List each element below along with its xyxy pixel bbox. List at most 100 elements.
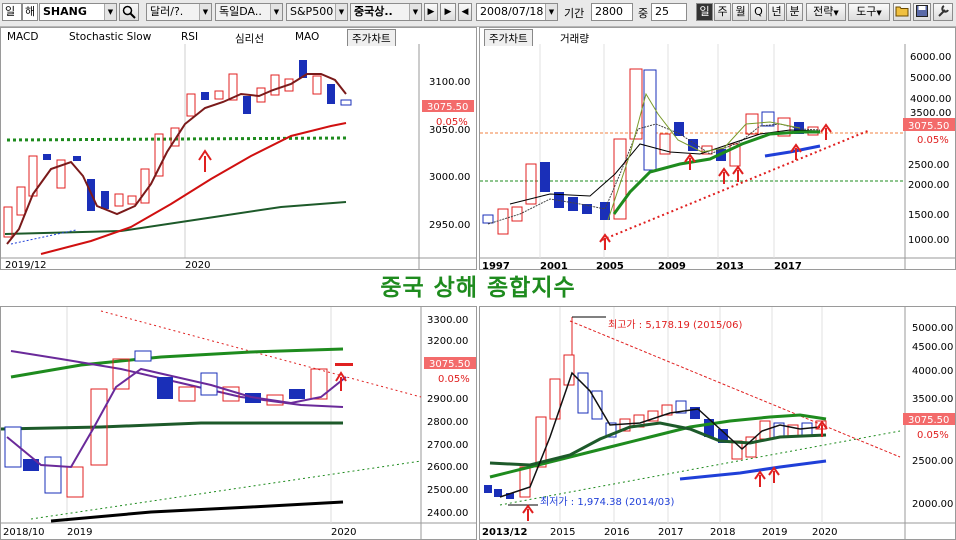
change-percent-label: 0.05% — [436, 117, 468, 128]
date-input[interactable]: 2008/07/18 ▼ — [476, 3, 558, 21]
market3-select[interactable]: 중국상.. ▼ — [350, 3, 422, 21]
view-button-minute[interactable]: 분 — [786, 3, 803, 21]
tab-price-chart[interactable]: 주가차트 — [347, 29, 396, 46]
x-label: 2019 — [67, 527, 92, 538]
market1-value: 독일DA.. — [219, 5, 262, 18]
market2-select[interactable]: S&P500 ▼ — [286, 3, 348, 21]
y-tick: 3000.00 — [429, 172, 470, 183]
x-label: 2017 — [658, 527, 683, 538]
chevron-down-icon[interactable]: ▼ — [270, 4, 282, 20]
up-arrow-icon — [718, 167, 730, 184]
period-unit-box[interactable]: 일 — [2, 3, 22, 21]
view-button-week[interactable]: 주 — [714, 3, 731, 21]
search-icon — [122, 5, 136, 19]
up-arrow-icon — [754, 470, 766, 487]
y-tick: 2900.00 — [427, 394, 468, 405]
tab-psychological-line[interactable]: 심리선 — [235, 33, 264, 45]
y-tick: 2950.00 — [429, 220, 470, 231]
tools-button[interactable]: 도구▼ — [848, 3, 890, 21]
view-day-label: 일 — [699, 5, 710, 18]
x-label: 2005 — [596, 261, 624, 269]
yearly-chart[interactable]: 6000.00 5000.00 4000.00 3500.00 2500.00 … — [480, 44, 955, 269]
price-label: 3075.50 — [427, 102, 468, 113]
y-tick: 2000.00 — [908, 180, 949, 191]
save-button[interactable] — [913, 3, 931, 21]
daily-chart-panel: MACD Stochastic Slow RSI 심리선 MAO 주가차트 — [0, 27, 477, 270]
view-button-year[interactable]: 년 — [768, 3, 785, 21]
market1-select[interactable]: 독일DA.. ▼ — [215, 3, 283, 21]
strategy-button[interactable]: 전략▼ — [806, 3, 846, 21]
tab-stochastic-slow[interactable]: Stochastic Slow — [69, 31, 152, 43]
view-button-month[interactable]: 월 — [732, 3, 749, 21]
x-label: 1997 — [482, 261, 510, 269]
up-arrow-icon — [820, 123, 832, 140]
view-quarter-label: Q — [754, 5, 763, 18]
period-value: 2800 — [595, 5, 623, 18]
y-tick: 6000.00 — [910, 52, 951, 63]
tab-volume[interactable]: 거래량 — [560, 33, 589, 45]
next-arrow-button[interactable]: ▶ — [424, 3, 438, 21]
page-title: 중국 상해 종합지수 — [380, 275, 576, 301]
x-label: 2001 — [540, 261, 568, 269]
weekly-chart[interactable]: 3300.00 3200.00 2900.00 2800.00 2700.00 … — [1, 307, 476, 539]
tab-price-chart[interactable]: 주가차트 — [484, 29, 533, 46]
y-tick: 1000.00 — [908, 235, 949, 246]
play-icon: ▶ — [444, 7, 452, 17]
chevron-down-icon[interactable]: ▼ — [545, 4, 557, 20]
period-prefix-box[interactable]: 해 — [22, 3, 38, 21]
x-label: 2013/12 — [482, 527, 527, 538]
x-label: 2019/12 — [5, 260, 47, 269]
chevron-down-icon[interactable]: ▼ — [335, 4, 347, 20]
x-label: 2018 — [710, 527, 735, 538]
play-left-icon: ◀ — [461, 7, 469, 17]
weekly-chart-panel: 3300.00 3200.00 2900.00 2800.00 2700.00 … — [0, 306, 477, 540]
symbol-value: SHANG — [43, 5, 87, 18]
y-tick: 2800.00 — [427, 417, 468, 428]
x-label: 2015 — [550, 527, 575, 538]
tab-macd[interactable]: MACD — [7, 31, 39, 43]
x-label: 2017 — [774, 261, 802, 269]
play-button[interactable]: ▶ — [440, 3, 456, 21]
wrench-icon — [938, 5, 949, 17]
indicator-tabs: MACD Stochastic Slow RSI 심리선 MAO 주가차트 — [3, 29, 476, 46]
tab-mao[interactable]: MAO — [295, 31, 320, 43]
open-folder-button[interactable] — [893, 3, 911, 21]
count-input[interactable]: 25 — [651, 3, 687, 21]
up-arrow-icon — [522, 504, 534, 521]
tab-rsi[interactable]: RSI — [181, 31, 199, 43]
settings-button[interactable] — [933, 3, 953, 21]
x-label: 2018/10 — [3, 527, 45, 538]
y-tick: 2500.00 — [908, 160, 949, 171]
period-prefix: 해 — [25, 5, 36, 18]
chevron-down-icon[interactable]: ▼ — [199, 4, 211, 20]
y-tick: 2600.00 — [427, 462, 468, 473]
period-label: 기간 — [564, 7, 585, 20]
view-button-quarter[interactable]: Q — [750, 3, 767, 21]
monthly-chart[interactable]: 최고가 : 5,178.19 (2015/06) 최저가 : 1,974.38 … — [480, 307, 955, 539]
currency-select[interactable]: 달러/?. ▼ — [146, 3, 212, 21]
price-label: 3075.50 — [429, 359, 470, 370]
symbol-select[interactable]: SHANG ▼ — [39, 3, 117, 21]
view-minute-label: 분 — [789, 5, 800, 18]
toolbar: 일 해 SHANG ▼ 달러/?. ▼ 독일DA.. ▼ S&P500 ▼ 중국상.. ▼… — [0, 0, 956, 27]
x-label: 2019 — [762, 527, 787, 538]
period-input[interactable]: 2800 — [591, 3, 633, 21]
yearly-chart-panel: 주가차트 거래량 — [479, 27, 956, 270]
y-tick: 4000.00 — [912, 366, 953, 377]
y-tick: 5000.00 — [912, 323, 953, 334]
up-arrow-icon — [790, 143, 802, 160]
save-icon — [916, 5, 928, 17]
chevron-down-icon[interactable]: ▼ — [104, 4, 116, 20]
play-right-icon: ▶ — [427, 7, 435, 17]
tools-label: 도구 — [856, 5, 877, 18]
price-label: 3075.50 — [908, 121, 949, 132]
market3-value: 중국상.. — [354, 5, 393, 18]
y-tick: 3500.00 — [910, 108, 951, 119]
search-button[interactable] — [119, 3, 139, 21]
daily-chart[interactable]: 3100.00 3050.00 3000.00 2950.00 3075.50 … — [1, 44, 476, 269]
view-button-day[interactable]: 일 — [696, 3, 713, 21]
up-arrow-icon — [335, 371, 347, 391]
y-tick: 3200.00 — [427, 336, 468, 347]
chevron-down-icon[interactable]: ▼ — [409, 4, 421, 20]
prev-arrow-button[interactable]: ◀ — [458, 3, 472, 21]
